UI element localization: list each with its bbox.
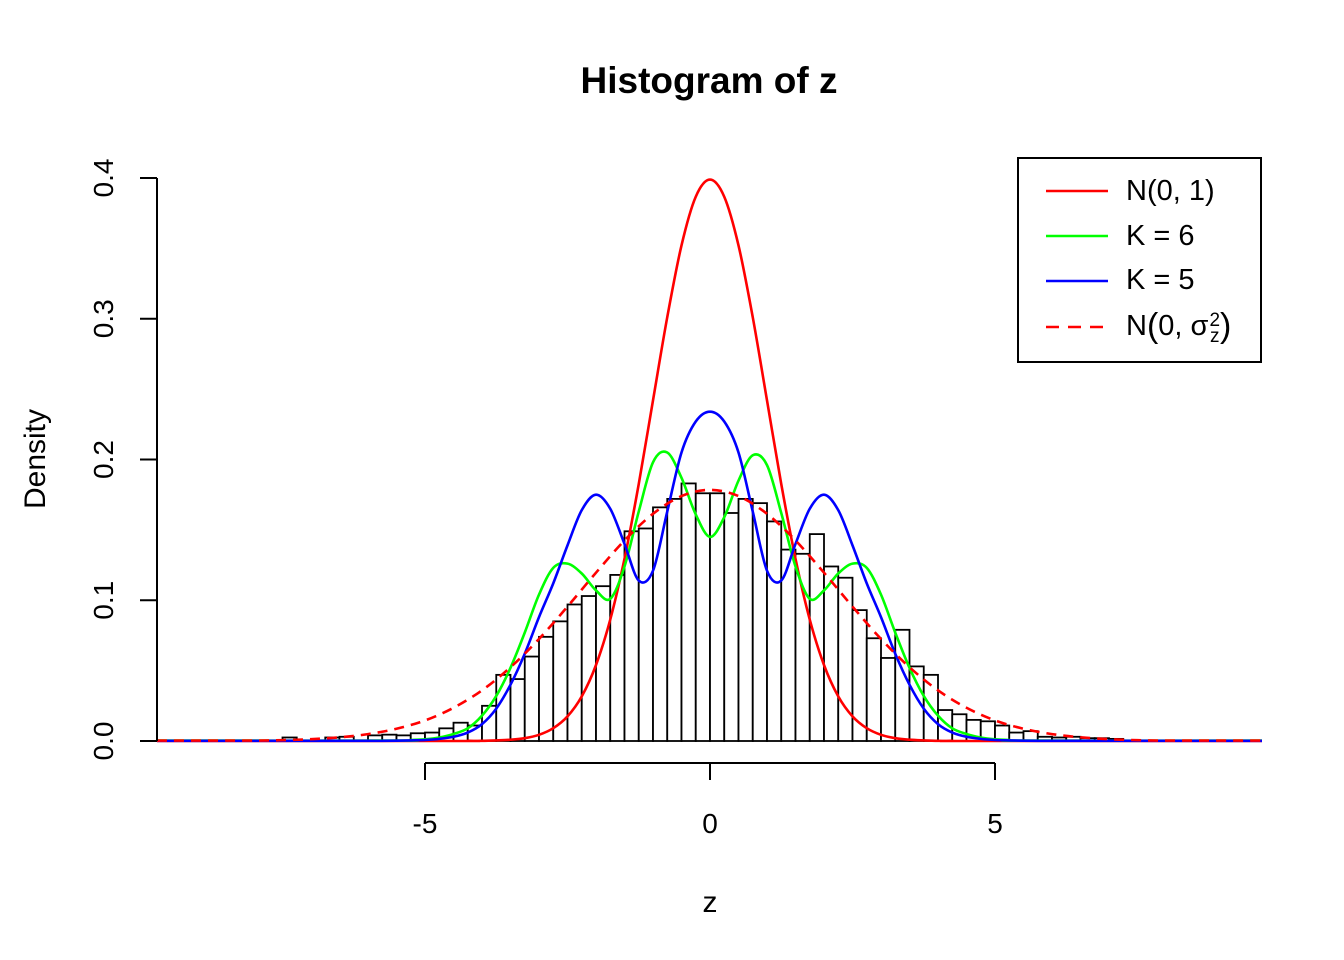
- histogram-bar: [794, 552, 811, 742]
- y-tick-label: 0.1: [88, 581, 119, 620]
- histogram-bar: [723, 512, 740, 742]
- histogram-bar: [595, 585, 612, 742]
- histogram-bar: [766, 520, 783, 742]
- x-tick-label: -5: [413, 808, 438, 839]
- histogram-bar: [566, 603, 583, 742]
- legend-entry: N(0, σ 2 z): [1046, 307, 1260, 347]
- histogram-bar: [538, 635, 555, 742]
- y-axis-label: Density: [19, 409, 52, 509]
- legend-entry-label: K = 6: [1126, 219, 1195, 252]
- histogram-bar: [837, 576, 854, 742]
- histogram-bar: [865, 637, 882, 742]
- histogram-bar: [609, 574, 626, 742]
- x-axis-label: z: [703, 886, 718, 919]
- y-tick-label: 0.0: [88, 722, 119, 761]
- histogram-bar: [851, 609, 868, 742]
- histogram-bar: [680, 482, 697, 742]
- x-tick-label: 5: [987, 808, 1003, 839]
- chart-title: Histogram of z: [581, 60, 838, 101]
- histogram-bar: [808, 533, 825, 742]
- histogram-bar: [637, 527, 654, 742]
- legend-entry-label: K = 5: [1126, 264, 1195, 297]
- histogram-bar: [894, 628, 911, 742]
- histogram-bar: [666, 498, 683, 742]
- axes: 0.0 0.1 0.2 0.3 0.4 -5 0 5: [88, 159, 1003, 839]
- histogram-bar: [737, 498, 754, 742]
- legend-entry-label: N(0, 1): [1126, 174, 1215, 207]
- legend-entry: K = 5: [1046, 266, 1260, 295]
- histogram-bar: [823, 565, 840, 742]
- legend-line-sample: [1046, 190, 1108, 193]
- histogram-bar: [880, 657, 897, 742]
- legend-entry-label: N(0, σ 2 z): [1126, 307, 1232, 347]
- legend-line-sample: [1046, 325, 1108, 329]
- legend-line-sample: [1046, 279, 1108, 282]
- density-curves: [156, 178, 1263, 743]
- histogram-bars: [281, 482, 1125, 742]
- x-tick-label: 0: [702, 808, 718, 839]
- curve-k6: [156, 450, 1263, 742]
- y-tick-label: 0.3: [88, 299, 119, 338]
- legend-box: N(0, 1) K = 6 K = 5 N(0, σ 2 z): [1017, 157, 1262, 363]
- y-tick-label: 0.4: [88, 159, 119, 198]
- curve-normal-01: [156, 178, 1263, 743]
- histogram-bar: [509, 678, 526, 742]
- histogram-bar: [523, 655, 540, 742]
- legend-line-sample: [1046, 234, 1108, 238]
- legend-entry: N(0, 1): [1046, 174, 1260, 207]
- curve-normal-sigma-z: [156, 488, 1263, 742]
- legend-entry: K = 6: [1046, 219, 1260, 252]
- y-tick-label: 0.2: [88, 440, 119, 479]
- curve-k5: [157, 410, 1262, 743]
